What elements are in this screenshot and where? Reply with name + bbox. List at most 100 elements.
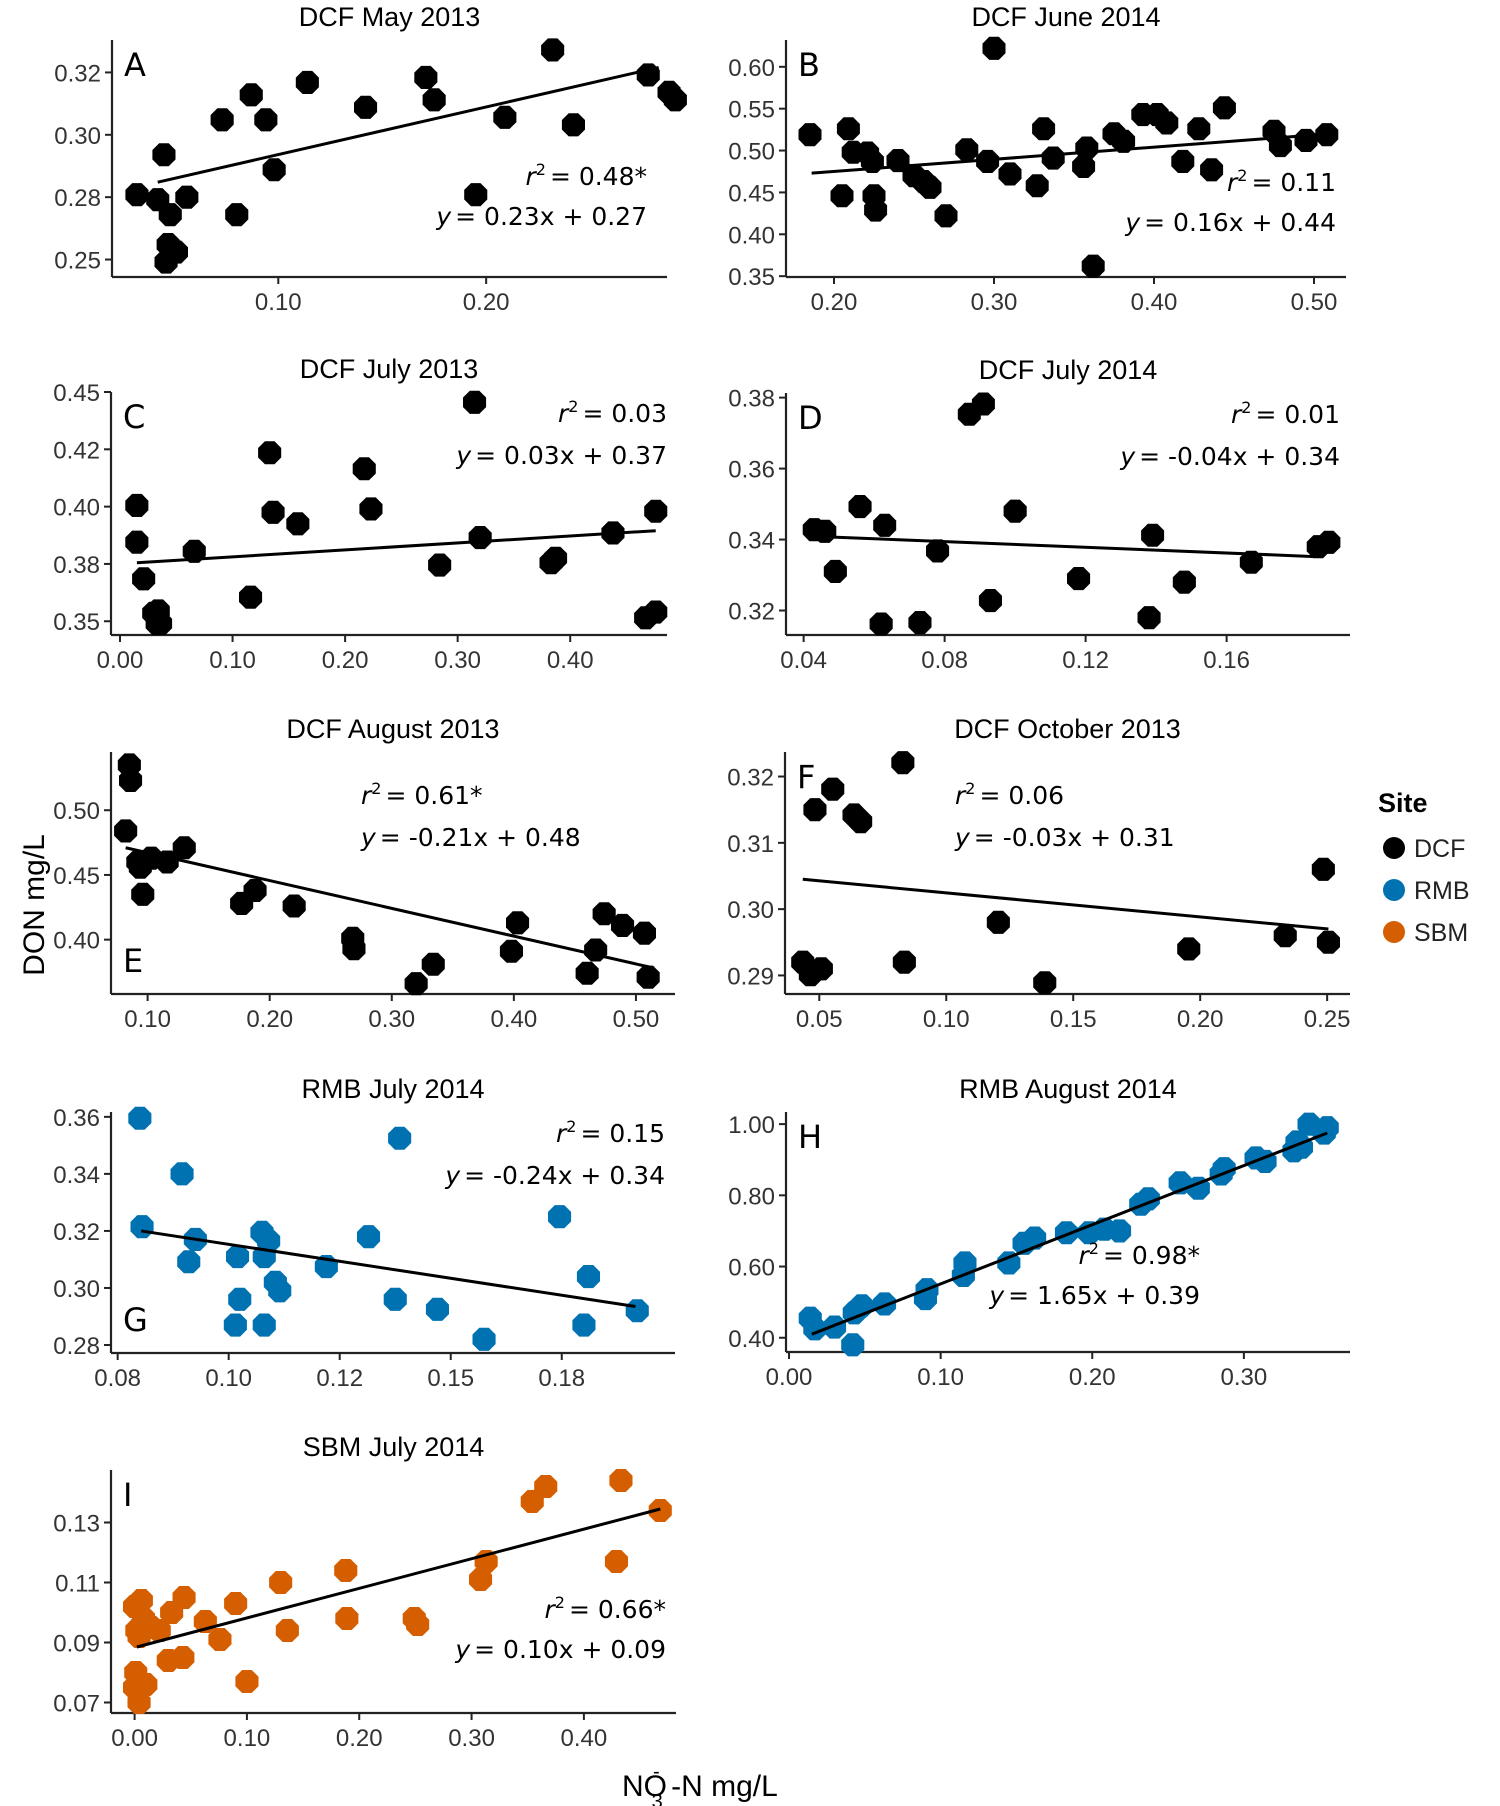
legend-title: Site <box>1378 788 1428 818</box>
data-point <box>224 1592 248 1615</box>
data-point <box>1177 937 1201 961</box>
data-point <box>132 567 156 591</box>
y-tick-label: 0.30 <box>54 123 101 150</box>
y-tick-label: 0.09 <box>53 1631 100 1658</box>
y-symbol: y <box>360 823 377 852</box>
x-axis-title-sub: 3 <box>652 1791 663 1806</box>
equation-label: y = -0.03x + 0.31 <box>954 823 1175 852</box>
data-point <box>254 108 278 132</box>
y-tick-label: 0.35 <box>728 264 775 291</box>
data-point <box>130 1215 154 1239</box>
x-tick-label: 0.30 <box>448 1725 495 1752</box>
data-point <box>428 553 452 577</box>
y-tick-label: 0.11 <box>55 1571 100 1598</box>
data-point <box>468 526 492 550</box>
data-point <box>354 95 378 119</box>
data-point <box>172 1586 196 1609</box>
data-point <box>955 138 979 162</box>
data-point <box>342 937 366 961</box>
x-tick-label: 0.10 <box>255 289 302 316</box>
r-squared-value: = 0.15 <box>580 1119 665 1148</box>
data-point <box>1003 499 1027 523</box>
y-tick-label: 0.34 <box>728 528 775 555</box>
data-point <box>849 810 873 834</box>
data-point <box>869 612 893 636</box>
x-tick-label: 0.30 <box>434 647 481 674</box>
data-point <box>170 1162 194 1186</box>
data-point <box>125 530 149 554</box>
legend-item-dcf: DCF <box>1383 835 1465 863</box>
x-axis-title-rest: -N mg/L <box>663 1770 778 1803</box>
data-point <box>1067 567 1091 591</box>
data-point <box>175 185 199 209</box>
data-point <box>836 117 860 141</box>
data-point <box>1316 930 1340 954</box>
data-point <box>134 1673 158 1696</box>
data-point <box>609 1469 633 1492</box>
data-point <box>147 1619 171 1642</box>
data-point <box>243 878 267 902</box>
data-point <box>177 1250 201 1274</box>
data-point <box>352 457 376 481</box>
data-point <box>1075 136 1099 160</box>
y-tick-label: 0.45 <box>53 863 100 890</box>
r-squared-label: r2 = 0.03 <box>558 397 667 428</box>
r-squared-value: = 0.98* <box>1103 1241 1200 1270</box>
data-point <box>425 1297 449 1321</box>
data-point <box>534 1475 558 1498</box>
y-tick-label: 0.50 <box>53 798 100 825</box>
r-squared-value: = 0.48* <box>550 162 647 191</box>
data-point <box>541 38 565 62</box>
data-point <box>499 939 523 963</box>
x-tick-label: 0.00 <box>766 1364 813 1391</box>
y-symbol: y <box>455 441 472 470</box>
x-tick-label: 0.12 <box>1062 647 1109 674</box>
equation-value: = 1.65x + 0.39 <box>1008 1281 1200 1310</box>
data-point <box>976 149 1000 173</box>
x-tick-label: 0.40 <box>490 1006 537 1033</box>
data-point <box>239 83 263 107</box>
x-tick-label: 0.50 <box>613 1006 660 1033</box>
panel-c: DCF July 2013 0.00 0.10 0.20 0.30 0.40 0.35 0.3… <box>53 354 668 674</box>
data-point <box>406 1613 430 1636</box>
data-point <box>1033 971 1057 995</box>
r-squared-value: = 0.03 <box>582 399 667 428</box>
y-tick-label: 0.32 <box>727 765 774 792</box>
x-tick-label: 0.40 <box>1131 289 1178 316</box>
data-point <box>152 143 176 167</box>
r-squared-label: r2 = 0.15 <box>556 1117 665 1148</box>
r-squared-label: r2 = 0.66* <box>544 1593 666 1624</box>
regression-line <box>136 1507 661 1649</box>
data-point <box>548 1205 572 1229</box>
data-point <box>848 495 872 519</box>
equation-label: y = -0.21x + 0.48 <box>360 823 581 852</box>
data-point <box>561 113 585 137</box>
data-point <box>357 1225 381 1249</box>
y-tick-label: 0.36 <box>53 1105 100 1132</box>
x-tick-label: 0.10 <box>124 1006 171 1033</box>
data-point <box>225 203 249 227</box>
data-point <box>359 497 383 521</box>
y-tick-label: 0.32 <box>54 60 101 87</box>
x-tick-label: 0.20 <box>322 647 369 674</box>
legend-key-sbm <box>1383 921 1405 943</box>
x-tick-label: 0.00 <box>97 647 144 674</box>
data-point <box>934 204 958 228</box>
data-point <box>404 972 428 996</box>
data-point <box>158 203 182 227</box>
data-point <box>125 183 149 207</box>
panel-b: DCF June 2014 0.20 0.30 0.40 0.50 0.35 0.40 0.4… <box>728 2 1346 316</box>
y-symbol: y <box>454 1635 471 1664</box>
panel-g: RMB July 2014 0.08 0.10 0.12 0.15 0.18 0.28 0.3… <box>53 1074 675 1392</box>
x-tick-label: 0.25 <box>1304 1006 1351 1033</box>
data-point <box>226 1245 250 1269</box>
x-tick-label: 0.20 <box>463 289 510 316</box>
panel-title: DCF August 2013 <box>286 714 499 744</box>
y-tick-label: 0.30 <box>727 897 774 924</box>
data-point <box>149 612 173 636</box>
regression-line <box>140 1229 636 1308</box>
data-point <box>625 1299 649 1323</box>
